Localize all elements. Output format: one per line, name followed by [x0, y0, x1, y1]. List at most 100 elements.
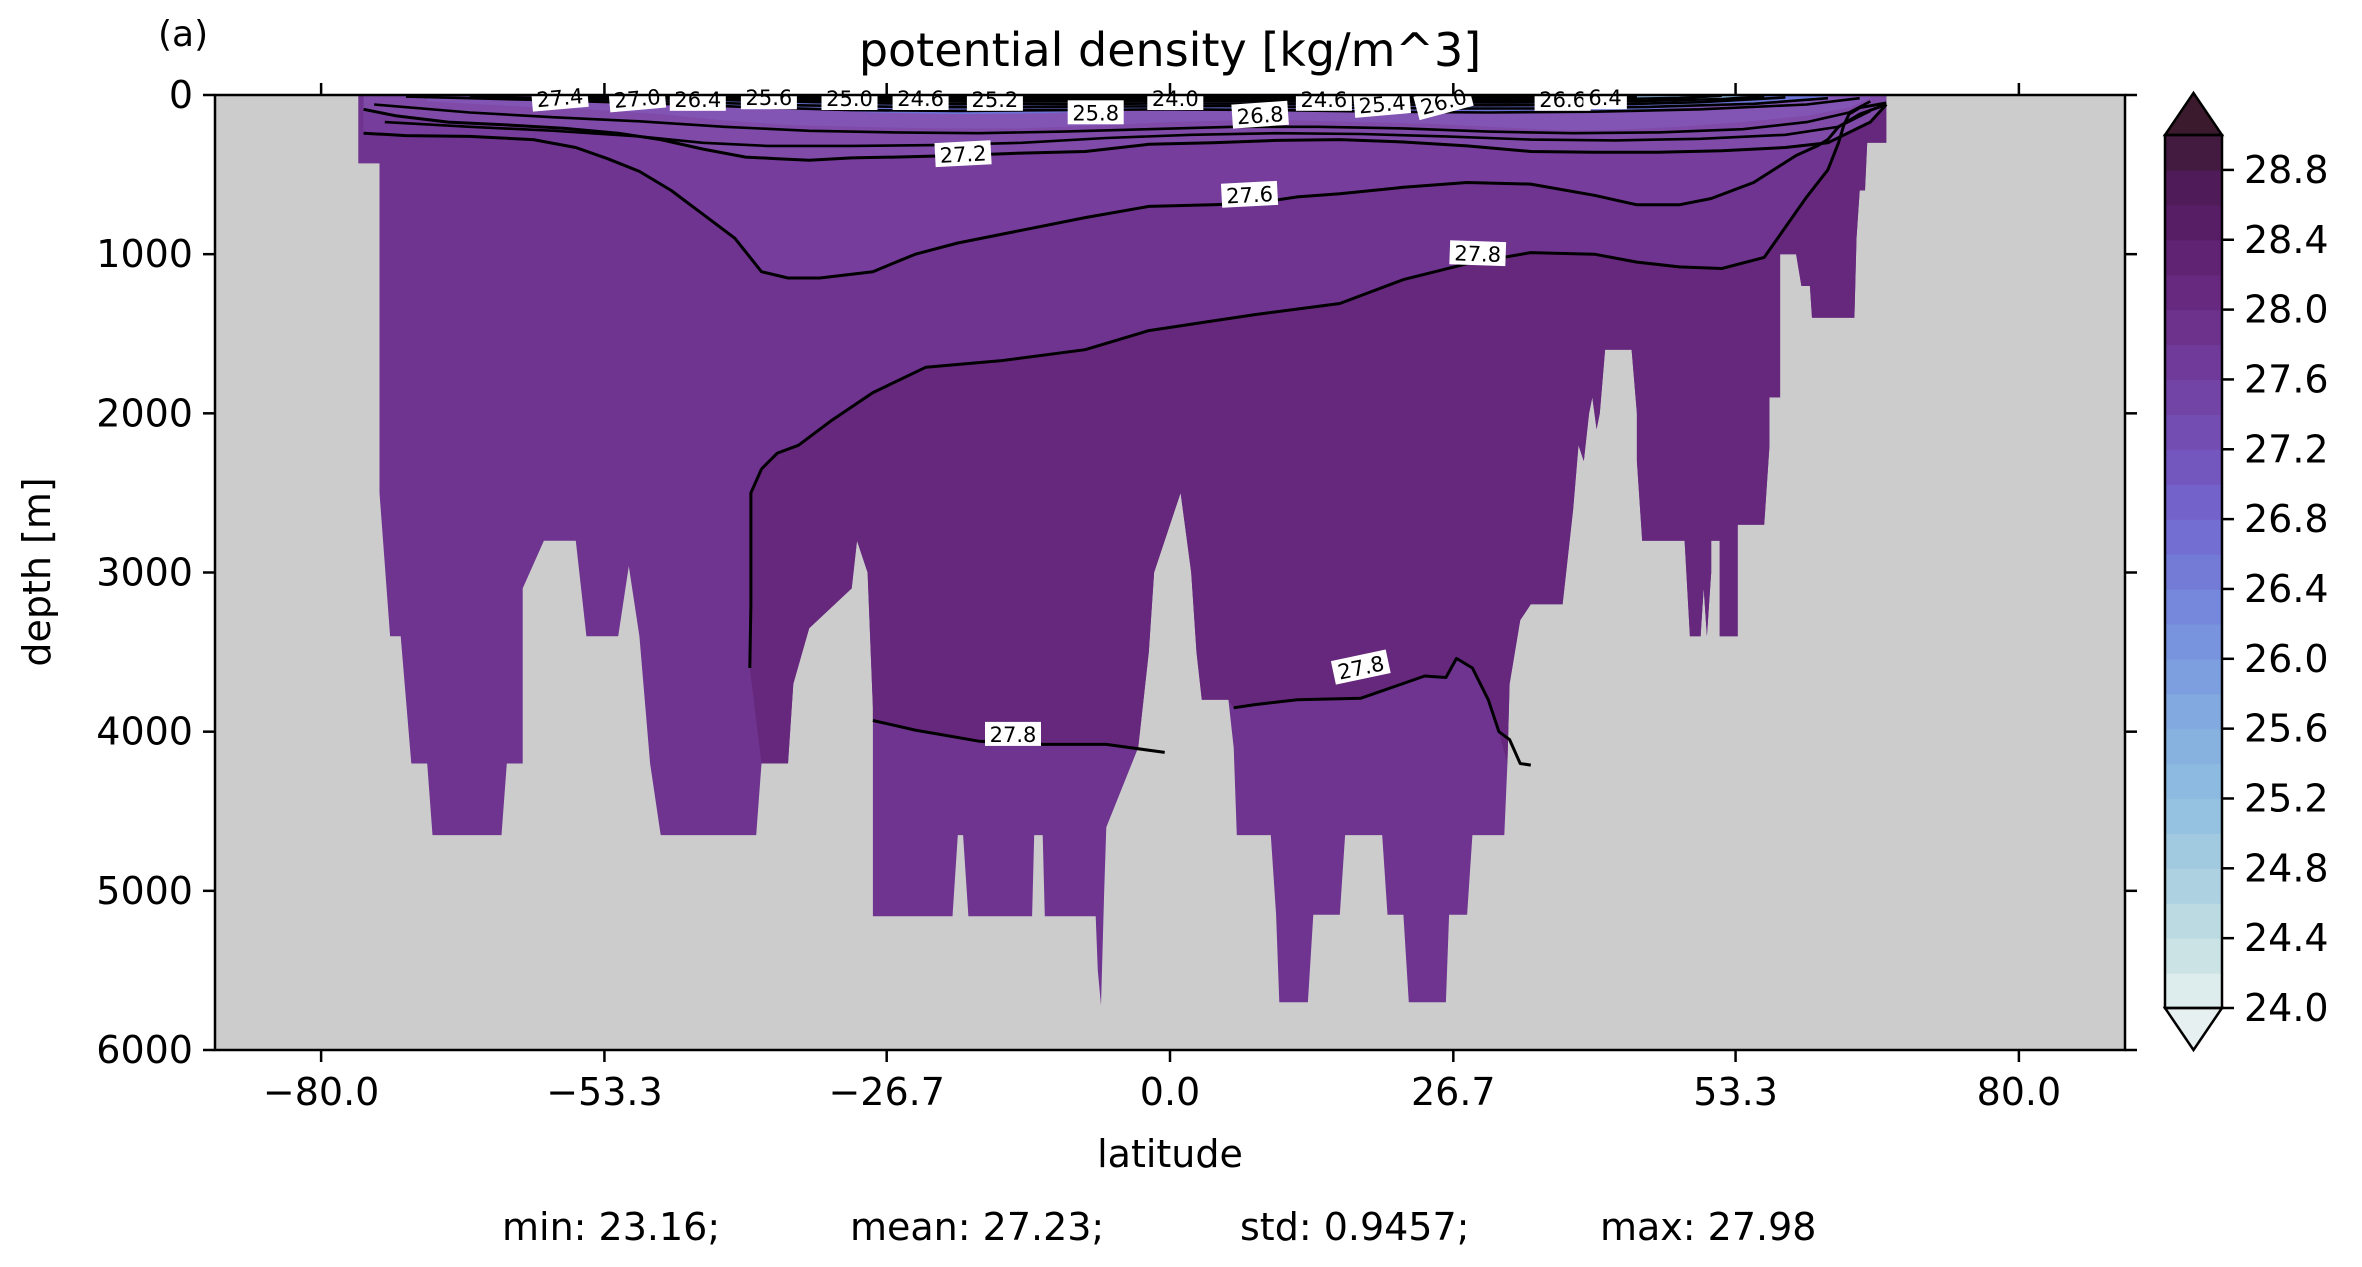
contour-label: 24.0 — [1147, 86, 1204, 111]
contour-line-upper — [374, 100, 1871, 135]
colorbar-tick-label: 24.4 — [2244, 916, 2329, 960]
y-tick-label: 2000 — [96, 391, 193, 435]
stat-max: max: 27.98 — [1600, 1205, 1817, 1249]
svg-text:25.8: 25.8 — [1072, 101, 1119, 125]
svg-text:24.0: 24.0 — [1152, 87, 1199, 111]
x-tick-label: −53.3 — [546, 1070, 662, 1114]
contour-label: 25.0 — [821, 86, 878, 111]
x-tick-label: −80.0 — [263, 1070, 379, 1114]
colorbar-band — [2165, 623, 2222, 660]
colorbar-band — [2165, 903, 2222, 939]
colorbar-band — [2165, 449, 2222, 485]
contour-labels: 27.4 27.0 26.4 25.6 25.0 24.6 25.2 25.8 24.0 26.8… — [530, 82, 1627, 747]
contour-label: 6.4 — [1583, 85, 1627, 110]
colorbar-tick-label: 27.6 — [2244, 357, 2329, 401]
colorbar-band — [2165, 973, 2222, 1009]
colorbar-tick-label: 28.8 — [2244, 148, 2329, 192]
svg-text:27.8: 27.8 — [990, 723, 1037, 747]
svg-text:25.6: 25.6 — [746, 86, 793, 110]
stat-min: min: 23.16; — [502, 1205, 721, 1249]
contour-line-27-8 — [1233, 656, 1532, 767]
contour-line-27-8 — [748, 101, 1887, 669]
colorbar-tick-label: 27.2 — [2244, 427, 2329, 471]
contour-label: 25.6 — [740, 85, 797, 110]
colorbar-frame — [2163, 133, 2224, 1010]
colorbar-band — [2165, 798, 2222, 834]
svg-text:25.2: 25.2 — [972, 88, 1019, 112]
colorbar-band — [2165, 519, 2222, 555]
colorbar-band — [2165, 274, 2222, 311]
contour-label: 25.8 — [1067, 100, 1124, 125]
contour-label: 27.4 — [530, 82, 589, 112]
chart-title: potential density [kg/m^3] — [859, 23, 1481, 77]
svg-text:26.6: 26.6 — [1539, 88, 1586, 112]
svg-text:27.4: 27.4 — [536, 84, 585, 112]
y-tick-label: 0 — [169, 73, 193, 117]
colorbar-band — [2165, 204, 2222, 241]
svg-text:26.8: 26.8 — [1236, 102, 1284, 129]
statistics-line: min: 23.16; mean: 27.23; std: 0.9457; ma… — [0, 1205, 2362, 1255]
contour-label: 26.4 — [669, 86, 726, 112]
svg-text:26.4: 26.4 — [674, 88, 721, 112]
colorbar-band — [2165, 484, 2222, 520]
y-axis-label: depth [m] — [15, 477, 59, 666]
colorbar-band — [2165, 868, 2222, 904]
svg-text:25.0: 25.0 — [826, 87, 873, 111]
svg-text:27.2: 27.2 — [939, 141, 987, 167]
x-tick-label: 26.7 — [1411, 1070, 1496, 1114]
y-tick-label: 5000 — [96, 869, 193, 913]
colorbar-band — [2165, 588, 2222, 625]
colorbar-band — [2165, 344, 2222, 381]
contour-label: 26.8 — [1231, 100, 1289, 129]
svg-text:24.6: 24.6 — [897, 87, 944, 111]
stat-std: std: 0.9457; — [1240, 1205, 1470, 1249]
svg-text:24.6: 24.6 — [1301, 88, 1348, 112]
svg-text:27.0: 27.0 — [613, 85, 662, 113]
colorbar-tick-label: 26.0 — [2244, 637, 2329, 681]
contour-label: 25.4 — [1353, 89, 1412, 118]
contour-label: 24.6 — [1295, 86, 1352, 112]
colorbar-band — [2165, 763, 2222, 800]
contour-label: 26.6 — [1534, 86, 1591, 112]
colorbar-band — [2165, 414, 2222, 450]
contour-label: 27.2 — [934, 140, 992, 168]
x-tick-label: 80.0 — [1977, 1070, 2062, 1114]
colorbar-tick-label: 26.8 — [2244, 497, 2329, 541]
colorbar-tick-label: 28.4 — [2244, 218, 2329, 262]
colorbar-band — [2165, 658, 2222, 695]
colorbar-band — [2165, 554, 2222, 590]
contour-label: 25.2 — [966, 86, 1023, 112]
contour-label: 27.8 — [1449, 240, 1507, 267]
colorbar-tick-label: 26.4 — [2244, 567, 2329, 611]
colorbar-extend-min — [2162, 1006, 2225, 1053]
x-tick-label: −26.7 — [828, 1070, 944, 1114]
x-axis-ticks: −80.0 −53.3 −26.7 0.0 26.7 53.3 80.0 — [263, 83, 2061, 1114]
colorbar-band — [2165, 135, 2222, 171]
x-axis-label: latitude — [1097, 1132, 1243, 1176]
contour-line-27-2 — [363, 103, 1888, 162]
contour-label: 27.8 — [985, 721, 1041, 747]
colorbar-band — [2165, 379, 2222, 415]
y-tick-label: 6000 — [96, 1028, 193, 1072]
y-axis-ticks: 0 1000 2000 3000 4000 5000 6000 — [96, 73, 2137, 1072]
colorbar-band — [2165, 728, 2222, 765]
stat-mean: mean: 27.23; — [850, 1205, 1105, 1249]
colorbar-tick-label: 24.8 — [2244, 846, 2329, 890]
x-tick-label: 53.3 — [1693, 1070, 1778, 1114]
colorbar-tick-label: 28.0 — [2244, 288, 2329, 332]
contour-label: 24.6 — [892, 86, 949, 111]
colorbar: 24.0 24.4 24.8 25.2 25.6 26.0 26.4 26.8 27.2 27.6… — [2162, 90, 2329, 1053]
colorbar-band — [2165, 239, 2222, 276]
colorbar-band — [2165, 833, 2222, 869]
y-tick-label: 1000 — [96, 232, 193, 276]
colorbar-tick-label: 25.2 — [2244, 776, 2329, 820]
svg-text:27.8: 27.8 — [1454, 241, 1502, 267]
colorbar-band — [2165, 309, 2222, 346]
contour-label: 27.6 — [1220, 180, 1279, 209]
x-tick-label: 0.0 — [1140, 1070, 1200, 1114]
colorbar-extend-max — [2162, 90, 2225, 137]
y-tick-label: 4000 — [96, 710, 193, 754]
colorbar-tick-label: 25.6 — [2244, 707, 2329, 751]
